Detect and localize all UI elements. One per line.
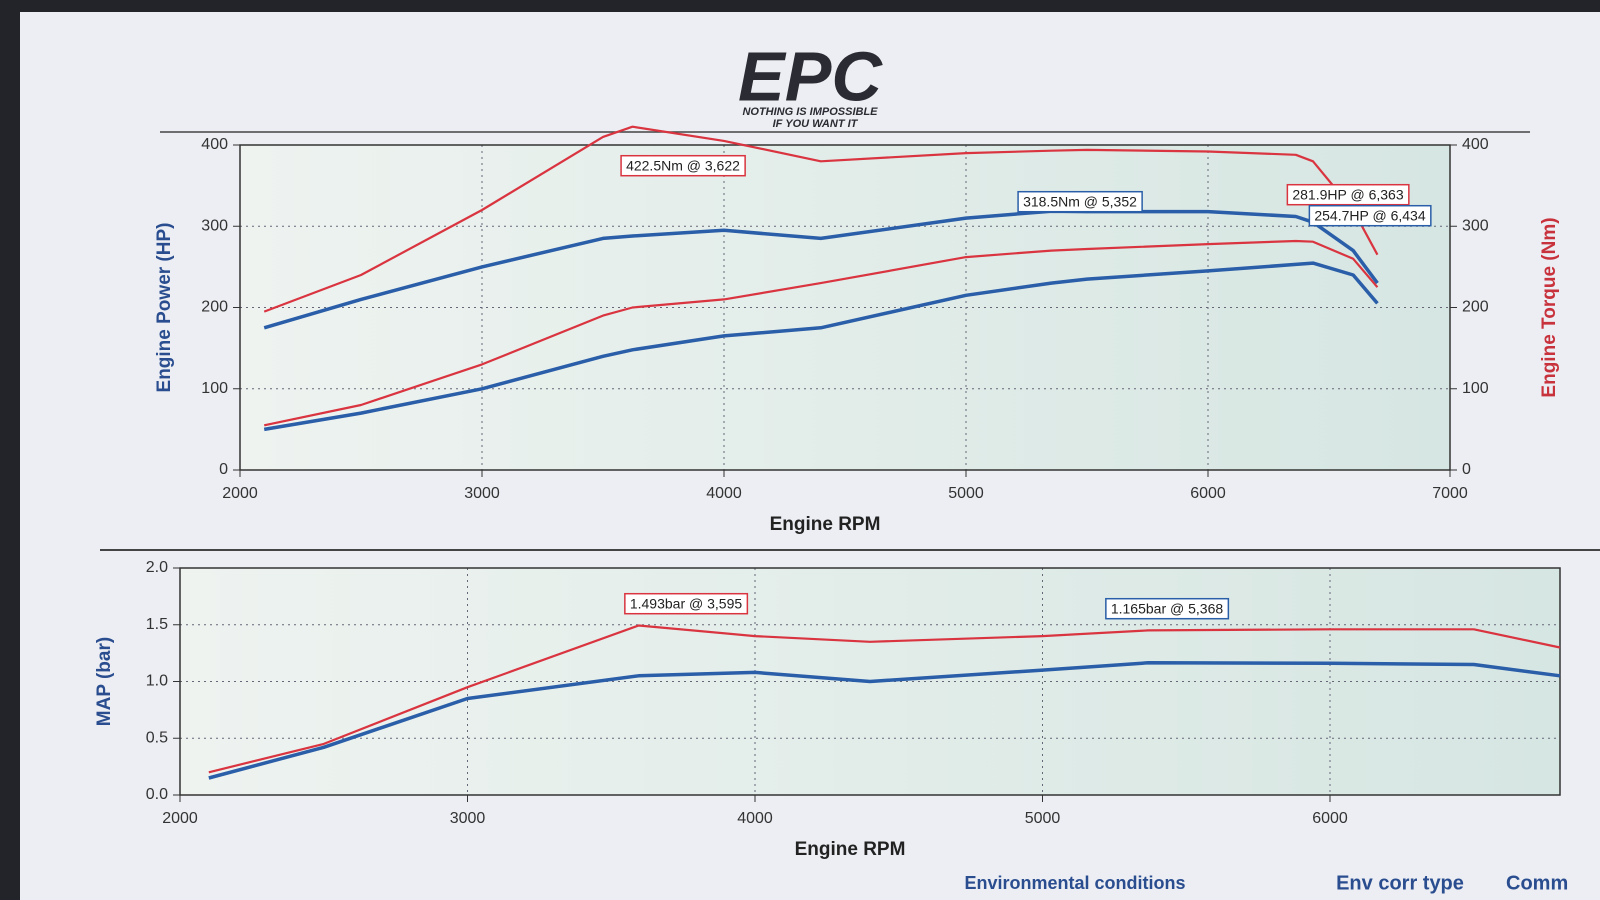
annotation-box (1286, 183, 1410, 206)
y-axis-label: MAP (bar) (94, 637, 115, 726)
x-tick-label: 5000 (948, 485, 984, 502)
y-tick-label: 100 (201, 380, 228, 397)
y2-axis-label: Engine Torque (Nm) (1539, 217, 1560, 397)
tagline: IF YOU WANT IT (773, 118, 859, 130)
y-tick-label: 1.5 (146, 616, 168, 633)
annotation: 1.165bar @ 5,368 (1111, 601, 1224, 617)
series-line (263, 209, 1379, 330)
x-tick-label: 7000 (1432, 485, 1468, 502)
y-tick-label: 200 (201, 299, 228, 316)
y2-tick-label: 300 (1462, 217, 1489, 234)
annotation-box (620, 154, 746, 177)
series-line (263, 239, 1379, 427)
y2-tick-label: 200 (1462, 299, 1489, 316)
x-tick-label: 5000 (1025, 810, 1061, 827)
x-tick-label: 4000 (706, 485, 742, 502)
tagline: NOTHING IS IMPOSSIBLE (742, 106, 878, 118)
series-line (208, 624, 1561, 774)
series-line (208, 661, 1561, 780)
x-tick-label: 2000 (162, 810, 198, 827)
annotation-box (1017, 190, 1143, 213)
annotation: 422.5Nm @ 3,622 (626, 158, 740, 174)
y2-tick-label: 400 (1462, 136, 1489, 153)
x-tick-label: 6000 (1190, 485, 1226, 502)
y-tick-label: 300 (201, 217, 228, 234)
series-line (263, 125, 1379, 313)
y2-tick-label: 0 (1462, 461, 1471, 478)
y-axis-label: Engine Power (HP) (154, 223, 175, 393)
x-tick-label: 3000 (464, 485, 500, 502)
x-tick-label: 3000 (450, 810, 486, 827)
y-tick-label: 0.5 (146, 729, 168, 746)
footer-heading: Env corr type (1336, 872, 1464, 894)
series-line (263, 261, 1379, 432)
x-tick-label: 4000 (737, 810, 773, 827)
x-tick-label: 6000 (1312, 810, 1348, 827)
y-tick-label: 0 (219, 461, 228, 478)
plot-frame (179, 567, 1561, 796)
annotation-box (624, 592, 749, 615)
annotation: 281.9HP @ 6,363 (1292, 187, 1403, 203)
x-axis-label: Engine RPM (770, 514, 881, 535)
x-axis-label: Engine RPM (795, 839, 906, 860)
y2-tick-label: 100 (1462, 380, 1489, 397)
y-tick-label: 400 (201, 136, 228, 153)
annotation: 318.5Nm @ 5,352 (1023, 194, 1137, 210)
footer-heading: Environmental conditions (964, 873, 1185, 893)
plot-frame (239, 144, 1451, 471)
annotation-box (1308, 204, 1432, 227)
y-tick-label: 0.0 (146, 786, 168, 803)
y-tick-label: 1.0 (146, 673, 168, 690)
annotation: 254.7HP @ 6,434 (1314, 208, 1425, 224)
annotation: 1.493bar @ 3,595 (630, 596, 743, 612)
annotation-box (1105, 597, 1230, 620)
footer-heading: Comm (1506, 872, 1568, 894)
charts: 2000 3000 4000 5000 6000 70000100200300400010… (94, 125, 1561, 860)
logo: EPC (738, 37, 883, 115)
y-tick-label: 2.0 (146, 559, 168, 576)
x-tick-label: 2000 (222, 485, 258, 502)
